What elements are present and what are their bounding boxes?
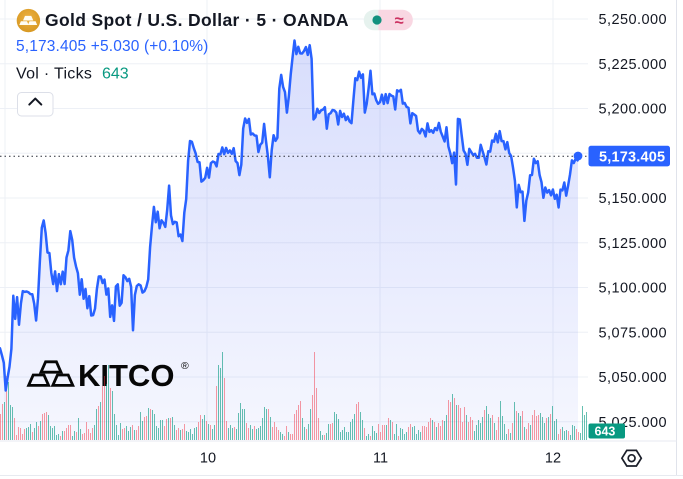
svg-text:643: 643 xyxy=(595,425,616,439)
svg-text:11: 11 xyxy=(373,451,388,467)
svg-text:KITCO: KITCO xyxy=(78,358,174,393)
svg-text:5,075.000: 5,075.000 xyxy=(599,325,668,341)
svg-text:643: 643 xyxy=(102,65,129,82)
svg-text:®: ® xyxy=(181,360,189,372)
svg-text:10: 10 xyxy=(200,451,216,467)
svg-text:5,100.000: 5,100.000 xyxy=(599,281,668,297)
svg-text:5,200.000: 5,200.000 xyxy=(599,102,668,118)
svg-text:Vol · Ticks: Vol · Ticks xyxy=(16,65,92,82)
svg-text:5,173.405: 5,173.405 xyxy=(599,149,665,165)
svg-text:Gold Spot / U.S. Dollar · 5 ·: Gold Spot / U.S. Dollar · 5 · OANDA xyxy=(45,10,349,30)
svg-text:5,225.000: 5,225.000 xyxy=(599,57,668,73)
svg-text:5,250.000: 5,250.000 xyxy=(599,12,668,28)
svg-text:12: 12 xyxy=(545,451,561,467)
svg-text:5,150.000: 5,150.000 xyxy=(599,191,668,207)
svg-text:5,050.000: 5,050.000 xyxy=(599,370,668,386)
svg-text:5,173.405 +5.030 (+0.10%): 5,173.405 +5.030 (+0.10%) xyxy=(16,38,208,55)
svg-text:5,125.000: 5,125.000 xyxy=(599,236,668,252)
svg-text:≈: ≈ xyxy=(395,12,404,30)
